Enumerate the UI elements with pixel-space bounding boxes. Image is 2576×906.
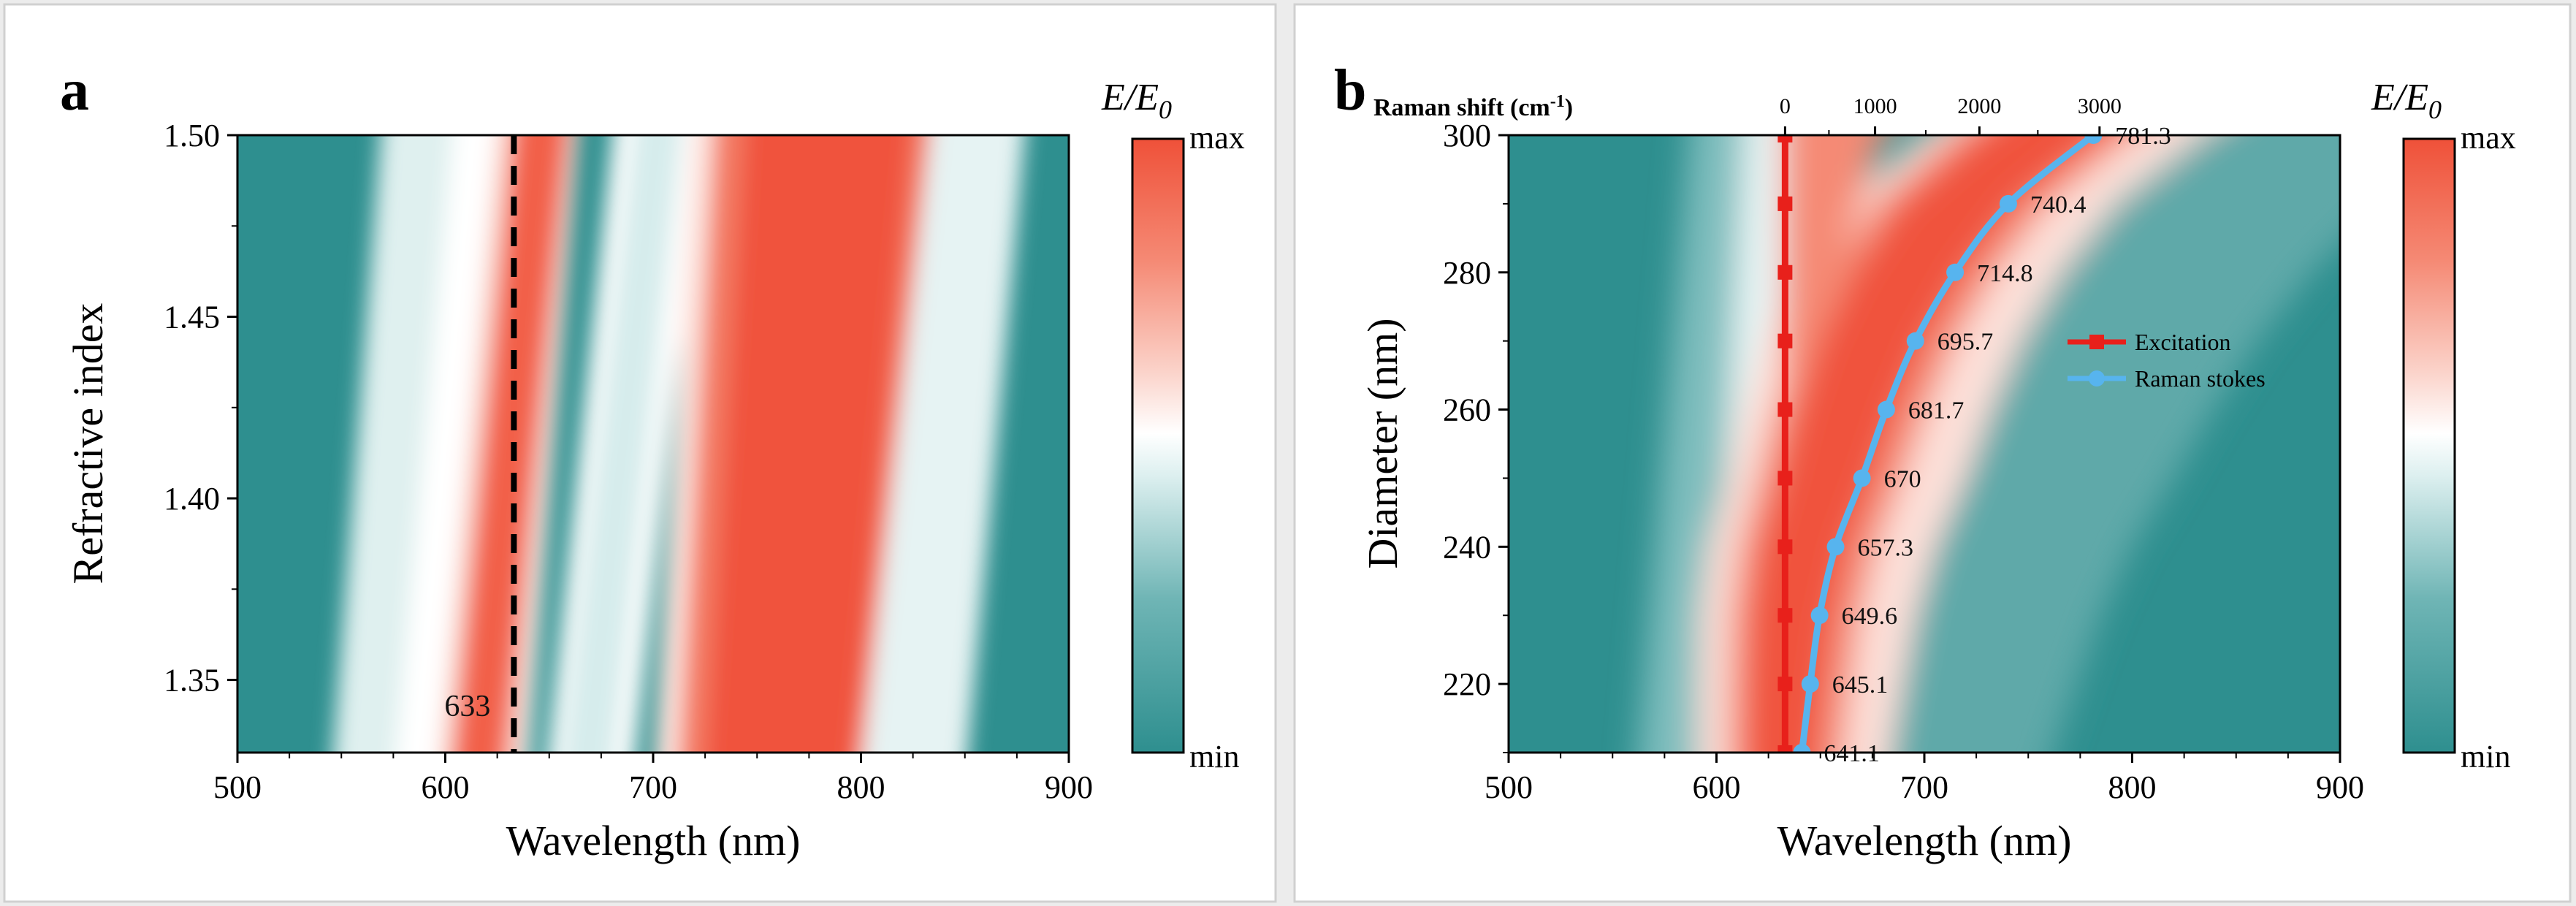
excitation-point bbox=[1777, 471, 1793, 486]
panel-a-ticks: 500 600 700 800 900 1.35 1.40 1.45 1.50 bbox=[164, 118, 1093, 805]
raman-point-label: 714.8 bbox=[1977, 260, 2033, 287]
x-tick-label: 600 bbox=[422, 769, 470, 805]
raman-point-label: 695.7 bbox=[1937, 329, 1994, 356]
raman-stokes-point bbox=[2084, 135, 2103, 144]
x-tick-label: 800 bbox=[2108, 769, 2157, 805]
panel-b-top-axis-label: Raman shift (cm-1) bbox=[1373, 92, 1573, 121]
panel-a-band-red-2 bbox=[706, 135, 910, 753]
excitation-point bbox=[1777, 333, 1793, 349]
raman-point-label: 670 bbox=[1884, 465, 1921, 492]
raman-stokes-point bbox=[1946, 263, 1965, 281]
panel-a-band-pale-3 bbox=[864, 135, 1025, 753]
x-tick-label: 700 bbox=[629, 769, 677, 805]
panel-a-heatmap bbox=[333, 135, 1025, 753]
panel-b: 641.1645.1649.6657.3670681.7695.7714.874… bbox=[1334, 58, 2516, 864]
x-tick-label: 900 bbox=[2316, 769, 2364, 805]
panel-a-field-bands bbox=[333, 135, 1025, 753]
y-tick-label: 240 bbox=[1443, 529, 1491, 565]
panel-a-band-red-1 bbox=[454, 135, 568, 753]
panel-a-label: a bbox=[60, 58, 89, 123]
excitation-point bbox=[1777, 264, 1793, 280]
panel-a-xlabel: Wavelength (nm) bbox=[506, 817, 801, 864]
raman-stokes-point bbox=[1906, 332, 1924, 350]
panel-b-legend: Excitation Raman stokes bbox=[2068, 329, 2266, 392]
panel-a-ylabel: Refractive index bbox=[64, 303, 112, 585]
top-tick-label: 0 bbox=[1780, 94, 1791, 118]
legend-raman-label: Raman stokes bbox=[2135, 365, 2266, 392]
x-tick-label: 500 bbox=[213, 769, 262, 805]
panel-b-colorbar bbox=[2402, 137, 2456, 754]
raman-stokes-point bbox=[1810, 606, 1829, 625]
y-tick-label: 1.40 bbox=[164, 481, 220, 517]
raman-stokes-line bbox=[1798, 135, 2096, 753]
top-tick-label: 1000 bbox=[1853, 94, 1897, 118]
x-tick-label: 600 bbox=[1693, 769, 1741, 805]
legend-excitation-label: Excitation bbox=[2135, 329, 2231, 355]
raman-stokes-point bbox=[1853, 469, 1871, 487]
panel-b-heatmap bbox=[1639, 135, 2340, 753]
panel-b-series bbox=[1777, 135, 2103, 753]
x-tick-label: 800 bbox=[837, 769, 885, 805]
panel-b-label: b bbox=[1334, 58, 1367, 123]
y-tick-label: 280 bbox=[1443, 255, 1491, 291]
excitation-point bbox=[1777, 135, 1793, 142]
raman-point-label: 645.1 bbox=[1832, 671, 1889, 698]
panel-b-ticks: 500 600 700 800 900 220 240 260 280 300 bbox=[1443, 118, 2364, 805]
y-tick-label: 1.45 bbox=[164, 300, 220, 335]
raman-stokes-point bbox=[1801, 675, 1819, 693]
panel-a: 500 600 700 800 900 1.35 1.40 1.45 1.50 633 Wave… bbox=[60, 58, 1245, 864]
x-tick-label: 700 bbox=[1900, 769, 1948, 805]
panel-b-top-axis: 0 1000 2000 3000 bbox=[1780, 94, 2122, 135]
y-tick-label: 220 bbox=[1443, 666, 1491, 702]
panel-b-teal-right bbox=[1890, 135, 2340, 753]
raman-stokes-point bbox=[1877, 400, 1895, 419]
raman-stokes-point bbox=[1826, 538, 1845, 556]
y-tick-label: 260 bbox=[1443, 392, 1491, 428]
excitation-point bbox=[1777, 402, 1793, 417]
raman-point-label: 740.4 bbox=[2030, 191, 2087, 218]
y-tick-label: 1.35 bbox=[164, 663, 220, 698]
excitation-point bbox=[1777, 196, 1793, 211]
panel-b-xlabel: Wavelength (nm) bbox=[1777, 817, 2072, 864]
excitation-point bbox=[1777, 539, 1793, 555]
panel-a-colorbar-max: max bbox=[1189, 120, 1245, 156]
panel-a-band-pale-2 bbox=[563, 135, 682, 753]
panel-a-colorbar-title: E/E0 bbox=[1101, 77, 1172, 124]
panel-a-633-label: 633 bbox=[444, 690, 490, 723]
panel-a-colorbar bbox=[1131, 137, 1185, 754]
panel-b-colorbar-min: min bbox=[2461, 739, 2510, 774]
panel-a-colorbar-min: min bbox=[1189, 739, 1239, 774]
y-tick-label: 1.50 bbox=[164, 118, 220, 153]
raman-stokes-point bbox=[1793, 744, 1811, 753]
excitation-point bbox=[1777, 745, 1793, 753]
panel-b-colorbar-title: E/E0 bbox=[2371, 77, 2442, 124]
raman-stokes-point bbox=[1999, 194, 2017, 213]
x-tick-label: 500 bbox=[1485, 769, 1533, 805]
raman-point-label: 657.3 bbox=[1858, 534, 1914, 561]
excitation-point bbox=[1777, 677, 1793, 692]
panel-b-colorbar-max: max bbox=[2461, 120, 2516, 156]
panel-b-ylabel: Diameter (nm) bbox=[1359, 318, 1406, 568]
panel-b-point-labels: 641.1645.1649.6657.3670681.7695.7714.874… bbox=[1824, 123, 2171, 767]
top-tick-label: 2000 bbox=[1957, 94, 2001, 118]
y-tick-label: 300 bbox=[1443, 118, 1491, 153]
raman-point-label: 681.7 bbox=[1908, 397, 1965, 425]
panel-b-red-lobe bbox=[1783, 135, 1883, 424]
top-tick-label: 3000 bbox=[2078, 94, 2122, 118]
x-tick-label: 900 bbox=[1045, 769, 1093, 805]
raman-point-label: 649.6 bbox=[1842, 603, 1898, 630]
legend-raman-marker bbox=[2089, 370, 2105, 387]
panel-b-red-core bbox=[1746, 135, 2100, 753]
legend-excitation-marker bbox=[2089, 335, 2104, 349]
excitation-point bbox=[1777, 608, 1793, 623]
